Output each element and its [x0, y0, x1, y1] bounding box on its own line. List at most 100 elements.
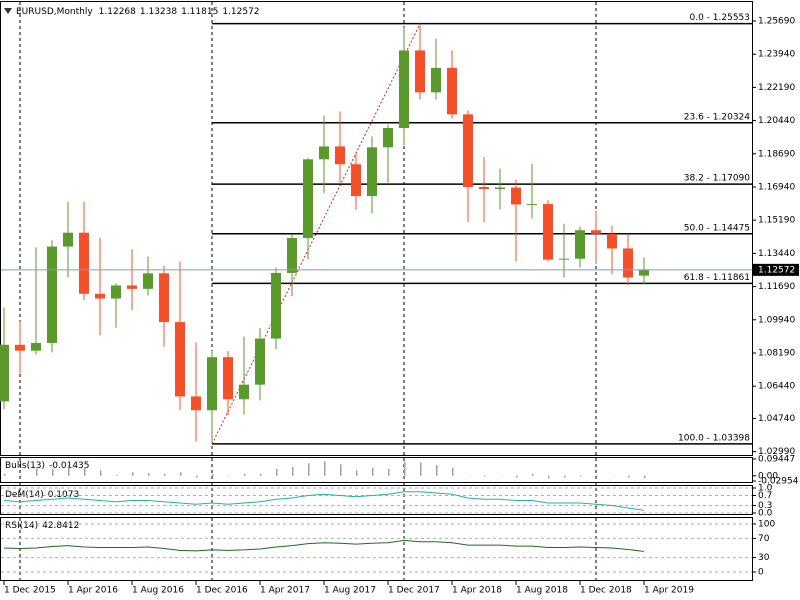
candle-body [623, 248, 633, 278]
bulls-bar [36, 468, 38, 476]
candle-body [335, 146, 345, 165]
bulls-bar [516, 475, 518, 478]
candle-body [239, 384, 249, 400]
indicator-value: 0.1073 [48, 490, 80, 500]
candle-body [303, 159, 313, 239]
bulls-bar [484, 475, 486, 477]
bulls-bar [468, 475, 470, 477]
bulls-bar [612, 475, 614, 477]
y-tick-label: 1.08190 [758, 348, 795, 358]
main-frame [0, 1, 753, 456]
symbol-title: EURUSD,Monthly [16, 7, 93, 17]
x-tick-label: 1 Dec 2015 [4, 586, 56, 596]
bulls-bar [4, 473, 6, 476]
candle-body [351, 164, 361, 197]
y-tick-label: 0.7 [758, 491, 772, 501]
bulls-bar [548, 475, 550, 479]
candle-body [255, 338, 265, 385]
y-tick-label: 1.11690 [758, 282, 795, 292]
bulls-bar [132, 472, 134, 476]
candle-body [399, 50, 409, 128]
fibo-label: 61.8 - 1.11861 [684, 273, 750, 283]
bulls-bar [388, 468, 390, 476]
y-tick-label: 1.18690 [758, 149, 795, 159]
bulls-bar [20, 474, 22, 476]
candle-body [175, 322, 185, 397]
y-tick-label: 1.23940 [758, 50, 795, 60]
x-tick-label: 1 Aug 2017 [324, 586, 376, 596]
candle-body [63, 232, 73, 247]
bulls-bar [500, 475, 502, 477]
bulls-bar [452, 467, 454, 476]
y-tick-label: 1.02990 [758, 447, 795, 457]
x-tick-label: 1 Dec 2017 [388, 586, 440, 596]
candle-body [575, 230, 585, 259]
y-tick-label: 70 [758, 534, 770, 544]
candle-body [431, 67, 441, 93]
candle-body [271, 272, 281, 339]
rsi-frame [0, 517, 753, 581]
candle-body [367, 147, 377, 197]
x-tick-label: 1 Apr 2018 [452, 586, 502, 596]
bulls-bar [564, 475, 566, 478]
bulls-bar [324, 461, 326, 476]
bulls-bar [228, 475, 230, 477]
y-tick-label: 1.25690 [758, 17, 795, 27]
candle-body [127, 285, 137, 289]
y-tick-label: 1.0 [758, 484, 773, 494]
x-tick-label: 1 Apr 2016 [68, 586, 118, 596]
dem-frame [0, 485, 753, 515]
bulls-bar [420, 462, 422, 476]
candle-body [191, 396, 201, 411]
candle-body [591, 230, 601, 234]
y-tick-label: 0.09447 [758, 455, 795, 465]
indicator-value: 42.8412 [42, 521, 79, 531]
y-tick-label: 1.20440 [758, 116, 795, 126]
bulls-bar [116, 474, 118, 476]
bulls-bar [404, 461, 406, 476]
y-tick-label: -0.02954 [758, 477, 799, 487]
menu-arrow[interactable] [4, 8, 12, 14]
bulls-bar [100, 470, 102, 476]
low-value: 1.11815 [181, 7, 218, 17]
current-price-box [752, 263, 799, 276]
close-value: 1.12572 [222, 7, 259, 17]
candle-body [639, 269, 649, 276]
y-tick-label: 1.16940 [758, 182, 795, 192]
fibo-label: 38.2 - 1.17090 [684, 174, 750, 184]
candle-body [543, 204, 553, 260]
current-price-label: 1.12572 [758, 265, 795, 275]
candle-body [415, 50, 425, 93]
bulls-frame [0, 457, 753, 483]
candle-body [47, 246, 57, 343]
bulls-bar [308, 463, 310, 476]
candle-body [0, 344, 9, 402]
bulls-bar [212, 473, 214, 476]
bulls-bar [580, 475, 582, 477]
y-tick-label: 1.15190 [758, 216, 795, 226]
indicator-name: Bulls(13) [5, 461, 45, 471]
x-tick-label: 1 Dec 2018 [580, 586, 632, 596]
bulls-bar [68, 465, 70, 476]
dem-title: DeM(14) 0.1073 [5, 490, 79, 500]
candle-body [287, 238, 297, 273]
candle-body [383, 127, 393, 148]
candle-body [463, 114, 473, 187]
fibo-label: 23.6 - 1.20324 [684, 112, 750, 122]
bulls-bar [340, 464, 342, 476]
candle-body [479, 186, 489, 190]
candle-body [159, 273, 169, 323]
bulls-bar [84, 466, 86, 476]
candle-body [447, 67, 457, 115]
bulls-bar [276, 468, 278, 476]
y-tick-label: 1.22190 [758, 83, 795, 93]
high-value: 1.13238 [140, 7, 177, 17]
y-tick-label: 1.13440 [758, 249, 795, 259]
y-tick-label: 0.3 [758, 501, 772, 511]
x-tick-label: 1 Apr 2017 [260, 586, 310, 596]
fibo-label: 50.0 - 1.14475 [684, 223, 750, 233]
bulls-bar [196, 475, 198, 478]
x-tick-label: 1 Aug 2016 [132, 586, 184, 596]
y-tick-label: 0.0 [758, 509, 773, 519]
candle-body [559, 258, 569, 260]
